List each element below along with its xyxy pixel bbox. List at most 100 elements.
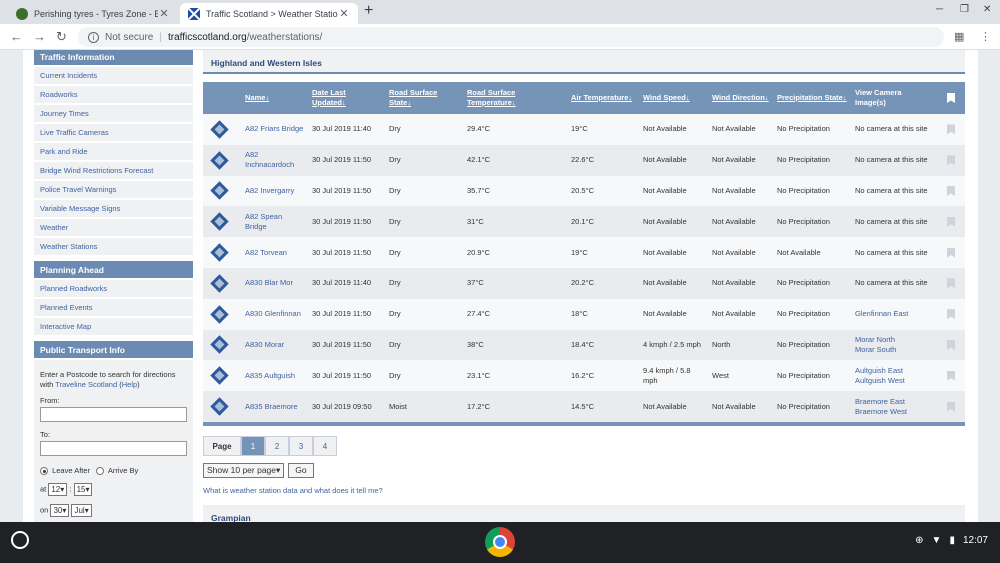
station-name-link[interactable]: A82 Spean Bridge [245, 211, 283, 231]
precipitation-header[interactable]: Precipitation State↓ [777, 93, 847, 102]
bookmark-icon[interactable] [947, 370, 955, 381]
to-input[interactable] [40, 441, 187, 456]
sidebar-item-interactive-map[interactable]: Interactive Map [34, 318, 193, 335]
bookmark-cell[interactable] [937, 299, 965, 330]
station-name-link[interactable]: A82 Invergarry [245, 185, 295, 195]
help-link[interactable]: Help [121, 380, 138, 389]
weather-station-icon[interactable] [210, 181, 229, 201]
weather-station-icon[interactable] [210, 397, 229, 416]
station-name-link[interactable]: A830 Morar [245, 339, 285, 349]
go-button[interactable]: Go [288, 462, 314, 478]
bookmark-icon[interactable] [947, 155, 955, 166]
sidebar-item-weather-stations[interactable]: Weather Stations [34, 238, 193, 255]
bookmark-cell[interactable] [937, 114, 965, 145]
tab-traffic-scotland[interactable]: Traffic Scotland > Weather Station ✕ [180, 3, 358, 24]
close-window-icon[interactable]: ✕ [983, 4, 992, 15]
bookmark-cell[interactable] [937, 145, 965, 176]
sidebar-item-bridge-wind[interactable]: Bridge Wind Restrictions Forecast [34, 162, 193, 179]
camera-link[interactable]: Morar North [855, 334, 896, 344]
bookmark-icon[interactable] [947, 401, 955, 412]
weather-station-icon[interactable] [210, 304, 229, 324]
station-name-link[interactable]: A830 Blar Mor [245, 278, 293, 288]
bookmark-icon[interactable] [947, 185, 955, 196]
camera-link[interactable]: Aultguish West [855, 375, 905, 385]
arrive-by-radio[interactable] [96, 467, 105, 476]
bookmark-cell[interactable] [937, 268, 965, 299]
bookmark-cell[interactable] [937, 391, 965, 422]
camera-link[interactable]: Braemore West [855, 406, 907, 416]
minute-select[interactable]: 15▾ [73, 483, 93, 497]
page-2-button[interactable]: 2 [265, 435, 289, 456]
bookmark-icon[interactable] [947, 247, 955, 258]
bookmark-icon[interactable] [947, 216, 955, 227]
sidebar-item-journey-times[interactable]: Journey Times [34, 105, 193, 122]
sidebar-item-variable-signs[interactable]: Variable Message Signs [34, 200, 193, 217]
menu-kebab-icon[interactable]: ⋮ [980, 31, 991, 43]
new-tab-button[interactable]: + [364, 2, 374, 19]
sidebar-item-roadworks[interactable]: Roadworks [34, 86, 193, 103]
leave-after-radio[interactable] [40, 467, 48, 476]
station-name-link[interactable]: A830 Glenfinnan [245, 309, 301, 319]
bookmark-cell[interactable] [937, 237, 965, 268]
sidebar-item-weather[interactable]: Weather [34, 219, 193, 236]
sidebar-item-planned-events[interactable]: Planned Events [34, 299, 193, 316]
weather-station-icon[interactable] [210, 243, 229, 262]
weather-data-info-link[interactable]: What is weather station data and what do… [203, 485, 383, 495]
page-3-button[interactable]: 3 [289, 435, 313, 456]
sidebar-item-planned-roadworks[interactable]: Planned Roadworks [34, 280, 193, 297]
camera-link[interactable]: Braemore East [855, 396, 906, 406]
weather-station-icon[interactable] [210, 274, 229, 293]
wind-speed-header[interactable]: Wind Speed↓ [643, 93, 690, 102]
station-name-link[interactable]: A835 Braemore [245, 401, 298, 411]
sidebar-item-live-traffic-cameras[interactable]: Live Traffic Cameras [34, 124, 193, 141]
status-tray[interactable]: ⊕ ▼ ▮ 12:07 [915, 535, 988, 546]
bookmark-cell[interactable] [937, 176, 965, 207]
hour-select[interactable]: 12▾ [48, 483, 68, 497]
restore-icon[interactable]: ❐ [960, 4, 969, 15]
wind-direction-header[interactable]: Wind Direction↓ [712, 93, 769, 102]
tab-close-icon[interactable]: ✕ [159, 8, 169, 20]
surface-state-header[interactable]: Road Surface State↓ [389, 88, 438, 107]
bookmark-cell[interactable] [937, 206, 965, 237]
weather-station-icon[interactable] [210, 212, 229, 231]
date-header[interactable]: Date Last Updated↓ [312, 88, 346, 107]
chrome-icon[interactable] [485, 527, 515, 557]
sidebar-item-current-incidents[interactable]: Current Incidents [34, 67, 193, 84]
traveline-link[interactable]: Traveline Scotland [55, 380, 118, 389]
reload-icon[interactable]: ↻ [56, 29, 67, 44]
page-1-button[interactable]: 1 [241, 435, 265, 456]
sidebar-item-police-warnings[interactable]: Police Travel Warnings [34, 181, 193, 198]
tab-close-icon[interactable]: ✕ [339, 8, 349, 20]
bookmark-cell[interactable] [937, 330, 965, 361]
bookmark-icon[interactable] [947, 278, 955, 289]
station-name-link[interactable]: A82 Inchnacardoch [245, 150, 295, 170]
bookmark-icon[interactable] [947, 309, 955, 320]
day-select[interactable]: 30▾ [50, 504, 70, 518]
camera-link[interactable]: Morar South [855, 344, 897, 354]
station-name-link[interactable]: A82 Torvean [245, 247, 287, 257]
minimize-icon[interactable]: ─ [936, 4, 944, 15]
forward-arrow-icon[interactable]: → [33, 29, 46, 44]
bookmark-cell[interactable] [937, 360, 965, 391]
weather-station-icon[interactable] [210, 335, 229, 355]
weather-station-icon[interactable] [210, 150, 229, 170]
name-header[interactable]: Name↓ [245, 93, 270, 102]
page-size-select[interactable]: Show 10 per page▾ [203, 462, 285, 478]
launcher-icon[interactable] [11, 531, 29, 549]
sidebar-item-park-and-ride[interactable]: Park and Ride [34, 143, 193, 160]
bookmark-icon[interactable] [947, 124, 955, 135]
weather-station-icon[interactable] [210, 120, 229, 139]
weather-station-icon[interactable] [210, 366, 229, 385]
info-icon[interactable]: i [88, 31, 99, 43]
page-4-button[interactable]: 4 [313, 435, 337, 456]
month-select[interactable]: Jul▾ [71, 504, 92, 518]
omnibox[interactable]: i Not secure | trafficscotland.org /weat… [78, 27, 944, 47]
tab-tyres[interactable]: Perishing tyres - Tyres Zone - BR ✕ [8, 3, 178, 24]
surface-temp-header[interactable]: Road Surface Temperature↓ [467, 88, 516, 107]
back-arrow-icon[interactable]: ← [10, 29, 23, 44]
camera-link[interactable]: Aultguish East [855, 365, 903, 375]
bookmark-icon[interactable] [947, 339, 955, 350]
extension-icon[interactable]: ▦ [954, 31, 965, 43]
air-temp-header[interactable]: Air Temperature↓ [571, 93, 633, 102]
from-input[interactable] [40, 407, 187, 422]
